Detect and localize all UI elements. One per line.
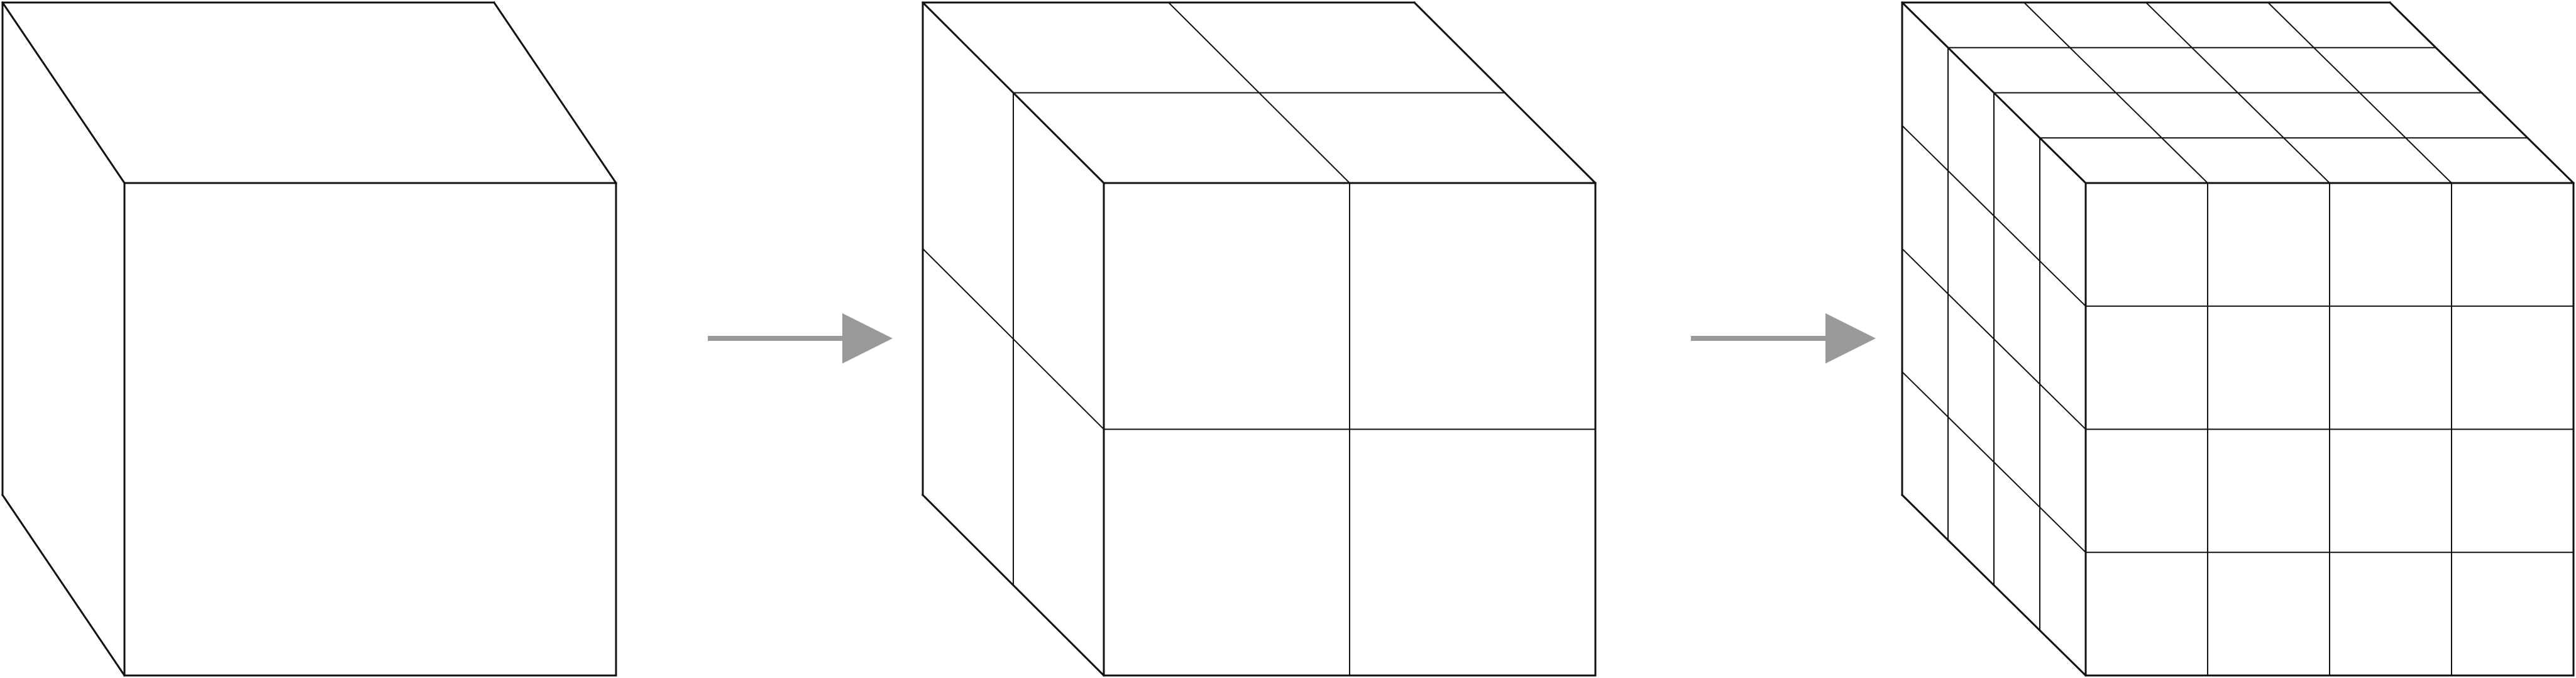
top-left-depth-edge bbox=[1, 1, 126, 185]
cube-level-3 bbox=[1900, 1, 2575, 677]
top-right-depth-edge bbox=[492, 1, 618, 185]
left-depth-grid-line bbox=[1901, 370, 2087, 553]
cube-level-1 bbox=[1, 1, 618, 677]
top-depth-grid-line bbox=[2267, 1, 2453, 184]
cube-level-2 bbox=[921, 1, 1597, 677]
left-bottom-depth-edge bbox=[1, 493, 126, 677]
